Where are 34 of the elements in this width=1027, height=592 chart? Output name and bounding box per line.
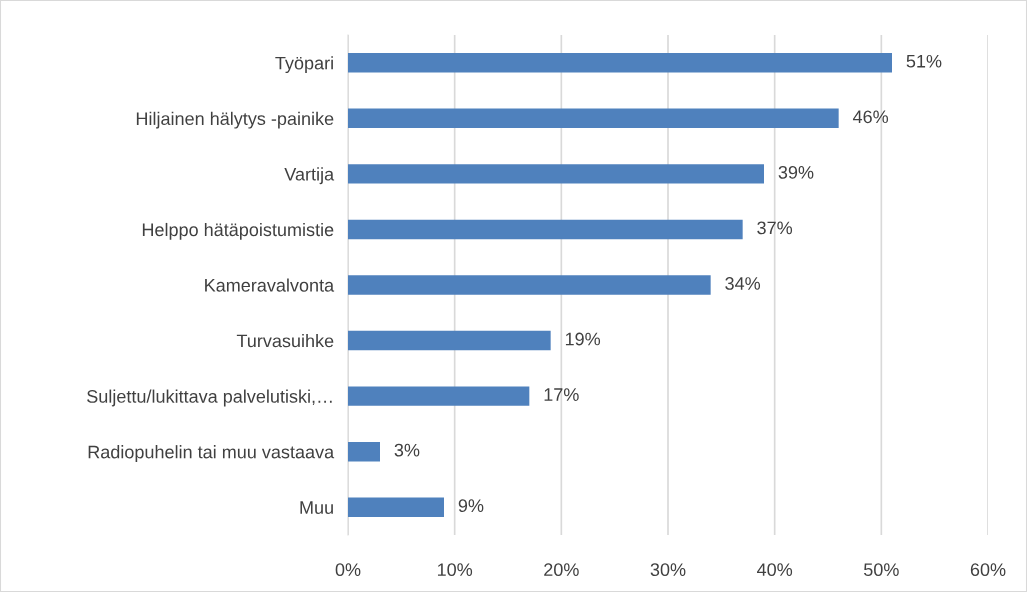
y-tick-label: Kameravalvonta	[205, 278, 335, 292]
x-tick-label: 60%	[970, 563, 1006, 577]
data-label: 37%	[757, 221, 793, 235]
bar	[348, 108, 839, 129]
bar	[348, 330, 551, 351]
data-label: 3%	[394, 443, 420, 457]
data-label: 17%	[544, 388, 579, 401]
x-tick-label: 10%	[437, 563, 473, 577]
x-tick-label: 40%	[757, 563, 793, 577]
bar	[348, 164, 764, 184]
bar	[348, 497, 444, 517]
bar	[348, 386, 530, 406]
data-label: 9%	[458, 499, 484, 513]
y-tick-label: Muu	[300, 501, 333, 514]
x-tick-label: 50%	[863, 563, 899, 577]
x-tick-label: 30%	[650, 563, 686, 577]
bar	[348, 219, 743, 240]
y-tick-label: Hiljainen hälytys -painike	[136, 111, 334, 129]
bar	[348, 441, 380, 462]
bar	[348, 275, 711, 295]
y-tick-label: Radiopuhelin tai muu vastaava	[88, 445, 335, 462]
y-tick-label: Helppo hätäpoistumistie	[142, 222, 334, 240]
data-label: 46%	[852, 110, 889, 124]
data-label: 19%	[565, 332, 601, 346]
bar	[348, 53, 892, 73]
data-label: 34%	[725, 277, 761, 290]
data-label: 39%	[778, 165, 814, 179]
y-tick-label: Suljettu/lukittava palvelutiski,…	[87, 389, 332, 407]
x-tick-label: 20%	[544, 563, 579, 577]
data-label: 51%	[906, 54, 942, 68]
y-tick-label: Työpari	[275, 56, 333, 74]
x-tick-label: 0%	[335, 563, 361, 577]
y-tick-label: Vartija	[284, 167, 335, 185]
y-tick-label: Turvasuihke	[236, 334, 334, 348]
